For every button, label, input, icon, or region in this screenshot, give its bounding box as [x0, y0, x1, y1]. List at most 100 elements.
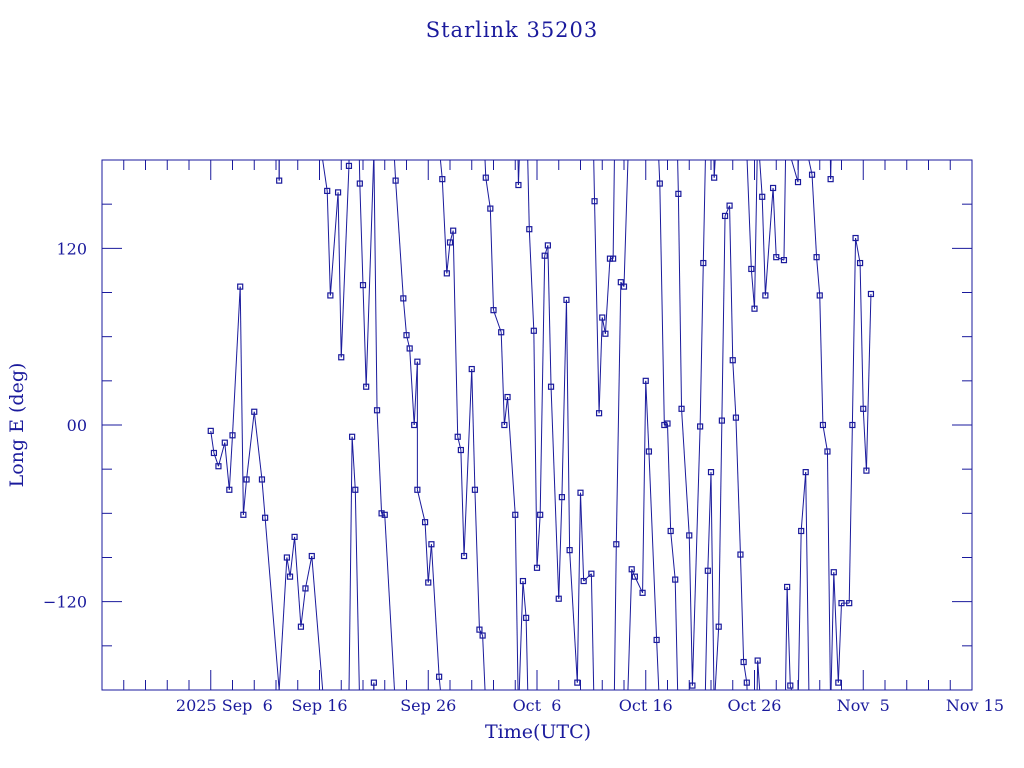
data-point [808, 171, 816, 178]
data-point [519, 577, 527, 585]
data-point [229, 432, 236, 439]
series-segment [811, 174, 818, 258]
series-segment [409, 348, 415, 426]
data-point [838, 600, 845, 607]
series-segment [691, 426, 701, 686]
series-segment [485, 177, 491, 209]
x-tick-label: Sep 26 [400, 696, 456, 715]
data-point [243, 476, 250, 483]
x-tick-label: Oct 26 [728, 696, 782, 715]
data-point [530, 327, 537, 334]
data-point [732, 414, 740, 421]
data-point [863, 467, 870, 474]
series-segment [539, 255, 546, 515]
data-point [370, 679, 377, 686]
data-point [283, 554, 290, 561]
data-point [577, 489, 584, 496]
series-segment [340, 165, 350, 358]
series-segment [424, 522, 429, 583]
data-point [715, 623, 722, 630]
data-point [327, 292, 334, 299]
series-segment [569, 550, 578, 683]
data-point [689, 682, 696, 689]
data-point [751, 305, 758, 312]
data-point [392, 177, 399, 184]
series-segment [354, 489, 360, 690]
series-segment [576, 492, 581, 683]
series-segment [489, 208, 494, 311]
series-segment [351, 436, 356, 490]
data-point [286, 573, 294, 580]
data-point [439, 176, 446, 183]
data-point [675, 190, 682, 197]
series-segment [702, 160, 706, 264]
series-segment [311, 555, 324, 690]
data-point [276, 177, 283, 184]
data-point [237, 283, 244, 290]
data-point [262, 514, 269, 521]
series-segment [667, 423, 672, 532]
series-segment [754, 160, 758, 309]
data-point [356, 180, 363, 187]
data-point [378, 510, 385, 517]
data-point [830, 569, 837, 576]
data-point [852, 234, 859, 242]
series-segment [826, 451, 831, 690]
series-segment [772, 187, 777, 258]
series-segment [805, 472, 810, 690]
series-segment [783, 160, 787, 261]
data-point [558, 494, 566, 501]
data-point [711, 174, 718, 181]
series-segment [822, 424, 828, 452]
series-segment [627, 569, 633, 690]
series-segment [746, 160, 752, 269]
series-markers [207, 162, 875, 689]
data-point [403, 332, 410, 339]
data-point [759, 193, 766, 200]
series-segment [785, 586, 788, 690]
y-axis: −120 00 120 [43, 203, 972, 647]
series-segment [764, 187, 774, 296]
series-segment [294, 536, 302, 627]
series-segment [865, 293, 872, 471]
data-point [740, 658, 747, 666]
data-point [526, 226, 533, 233]
series-segment [522, 581, 527, 618]
x-tick-label: Sep 16 [291, 696, 347, 715]
data-point [664, 420, 671, 427]
y-tick-label: 00 [67, 416, 87, 435]
data-point [721, 212, 729, 220]
data-point [414, 486, 421, 493]
data-point [291, 533, 298, 540]
data-point [824, 448, 831, 455]
series-segment [830, 572, 835, 690]
series-segment [859, 263, 864, 409]
series-segment [416, 489, 426, 523]
data-point [400, 295, 407, 302]
data-point [523, 614, 530, 621]
data-point [748, 265, 755, 273]
y-tick-label: −120 [43, 593, 87, 612]
series-segment [439, 160, 443, 180]
data-point [610, 255, 617, 262]
y-axis-label: Long E (deg) [6, 363, 28, 488]
series-segment [413, 361, 418, 426]
data-point [258, 476, 266, 483]
data-point [645, 448, 653, 455]
x-tick-label: Oct 6 [513, 696, 562, 715]
x-tick-label: Oct 16 [619, 696, 673, 715]
data-point [780, 257, 788, 264]
data-point [381, 511, 388, 518]
data-point [628, 566, 635, 573]
series-segment [583, 573, 592, 582]
data-point [302, 585, 309, 592]
series-segment [590, 573, 595, 690]
data-point [406, 345, 413, 352]
series-segment [739, 554, 745, 663]
series-segment [430, 544, 440, 677]
data-point [490, 307, 497, 314]
data-point [547, 383, 555, 390]
data-point [334, 189, 342, 196]
series-segment [384, 514, 395, 690]
